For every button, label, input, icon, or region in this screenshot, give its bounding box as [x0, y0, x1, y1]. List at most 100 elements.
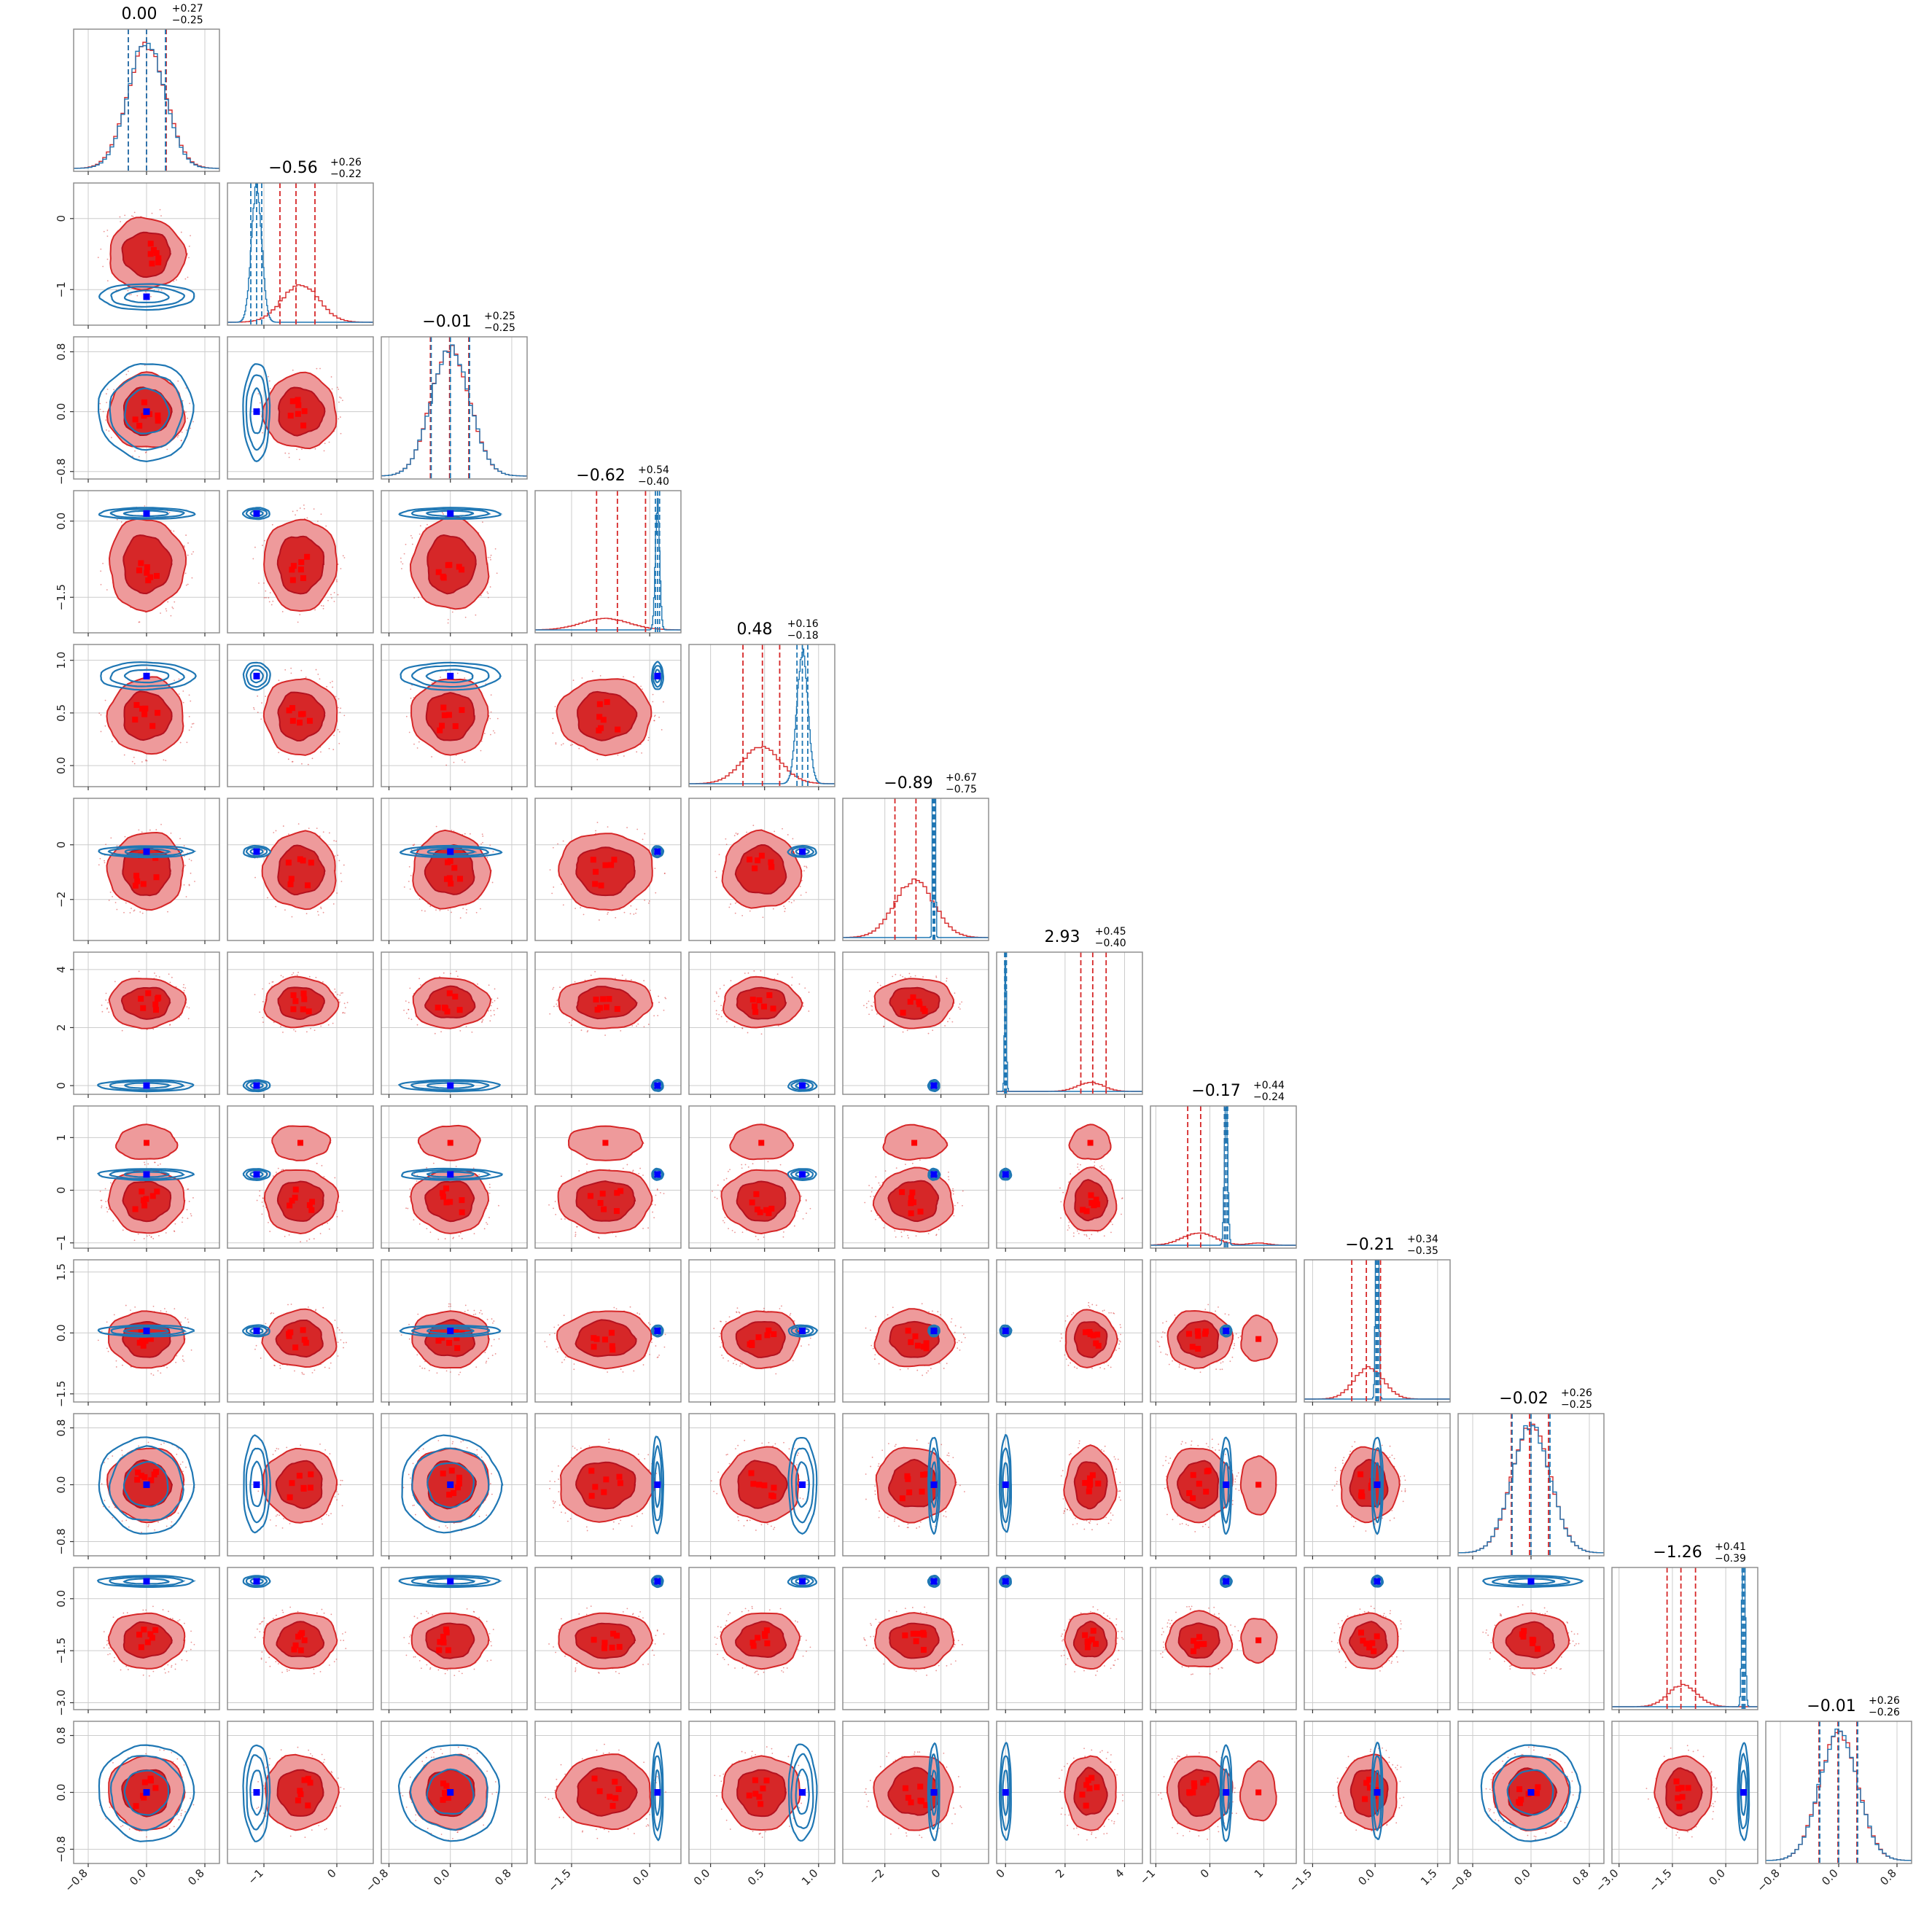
sample-point	[262, 1205, 264, 1207]
sample-point	[335, 991, 337, 993]
red-marker	[766, 1327, 772, 1333]
panel-content	[227, 183, 373, 325]
sample-point	[114, 902, 117, 903]
sample-point	[725, 1624, 727, 1627]
blue-contour-middle	[410, 508, 491, 519]
sample-point	[762, 916, 764, 919]
panel-frame	[688, 798, 835, 941]
param-title-2: −0.01	[422, 313, 471, 331]
sample-point	[465, 1026, 467, 1028]
panel-content	[997, 952, 1142, 1094]
sample-point	[928, 1311, 930, 1313]
blue-histogram-0	[74, 42, 219, 169]
sample-point	[865, 1007, 868, 1008]
sample-point	[416, 1617, 418, 1619]
sample-point	[1103, 1168, 1105, 1170]
sample-point	[1062, 1470, 1064, 1472]
sample-point	[715, 991, 717, 993]
sample-point	[157, 289, 160, 291]
panel-3-0: −1.50.0	[55, 490, 220, 636]
blue-contour-outer	[97, 1324, 195, 1338]
sample-point	[152, 1028, 155, 1030]
sample-point	[98, 864, 100, 866]
sample-point	[175, 986, 177, 988]
sample-point	[741, 1027, 744, 1029]
sample-point	[790, 902, 792, 903]
sample-point	[549, 1013, 551, 1015]
sample-point	[544, 1341, 546, 1343]
sample-point	[777, 1025, 779, 1027]
red-marker	[290, 563, 297, 569]
y-tick-label: 0.8	[55, 1419, 68, 1437]
sample-point	[1091, 1529, 1093, 1531]
blue-contour-inner	[426, 1327, 475, 1335]
red-marker	[1358, 1489, 1365, 1495]
sample-point	[297, 621, 299, 623]
sample-point	[865, 1473, 867, 1475]
red-marker	[456, 1007, 463, 1013]
sample-point	[951, 1190, 954, 1191]
blue-contour-middle	[410, 1169, 491, 1180]
sample-point	[930, 1368, 932, 1369]
title-median: −0.56	[268, 159, 317, 177]
title-plus: +0.45	[1095, 926, 1126, 938]
sample-point	[133, 757, 135, 758]
sample-point	[1334, 1470, 1336, 1471]
sample-point	[413, 844, 415, 846]
sample-point	[1074, 1366, 1075, 1368]
sample-point	[330, 376, 332, 378]
red-marker	[297, 1140, 303, 1146]
red-marker	[445, 1647, 451, 1654]
sample-point	[296, 974, 298, 976]
sample-point	[152, 1306, 155, 1307]
red-marker	[301, 1637, 308, 1643]
sample-point	[797, 1210, 799, 1212]
sample-point	[876, 1013, 878, 1015]
red-marker	[290, 992, 297, 999]
sample-point	[728, 1170, 729, 1172]
sample-point	[296, 510, 298, 512]
red-marker	[451, 1490, 457, 1497]
red-marker	[763, 1627, 770, 1634]
sample-point	[1060, 1475, 1062, 1477]
sample-point	[642, 1228, 644, 1229]
sample-point	[927, 1233, 930, 1235]
sample-point	[278, 1514, 281, 1516]
sample-point	[128, 294, 131, 296]
sample-point	[107, 1643, 109, 1645]
red-marker	[1189, 1344, 1196, 1350]
sample-point	[275, 1661, 277, 1663]
sample-point	[865, 1645, 868, 1646]
sample-point	[175, 1361, 177, 1363]
sample-point	[106, 229, 109, 231]
panel-content	[74, 644, 219, 787]
sample-point	[741, 914, 744, 916]
panel-content	[381, 1106, 527, 1248]
sample-point	[343, 714, 346, 717]
y-tick-label: 0	[55, 1082, 68, 1089]
sample-point	[149, 1234, 150, 1236]
sample-point	[782, 1236, 784, 1238]
sample-point	[585, 1170, 588, 1172]
sample-point	[100, 1199, 102, 1201]
sample-point	[751, 1608, 753, 1610]
sample-point	[280, 975, 282, 977]
sample-point	[737, 1516, 739, 1518]
sample-point	[443, 972, 445, 974]
sample-point	[142, 1609, 144, 1611]
red-marker	[588, 1468, 595, 1474]
sample-point	[400, 557, 402, 559]
sample-point	[552, 732, 554, 734]
sample-point	[343, 864, 345, 866]
red-marker	[290, 1006, 297, 1013]
red-marker	[919, 1488, 925, 1495]
sample-point	[574, 908, 577, 909]
sample-point	[1166, 1514, 1168, 1516]
sample-point	[948, 1464, 950, 1465]
sample-point	[418, 596, 419, 599]
sample-point	[451, 830, 453, 831]
red-marker	[596, 701, 603, 707]
sample-point	[746, 1519, 748, 1522]
sample-point	[276, 1172, 277, 1173]
sample-point	[125, 902, 127, 904]
